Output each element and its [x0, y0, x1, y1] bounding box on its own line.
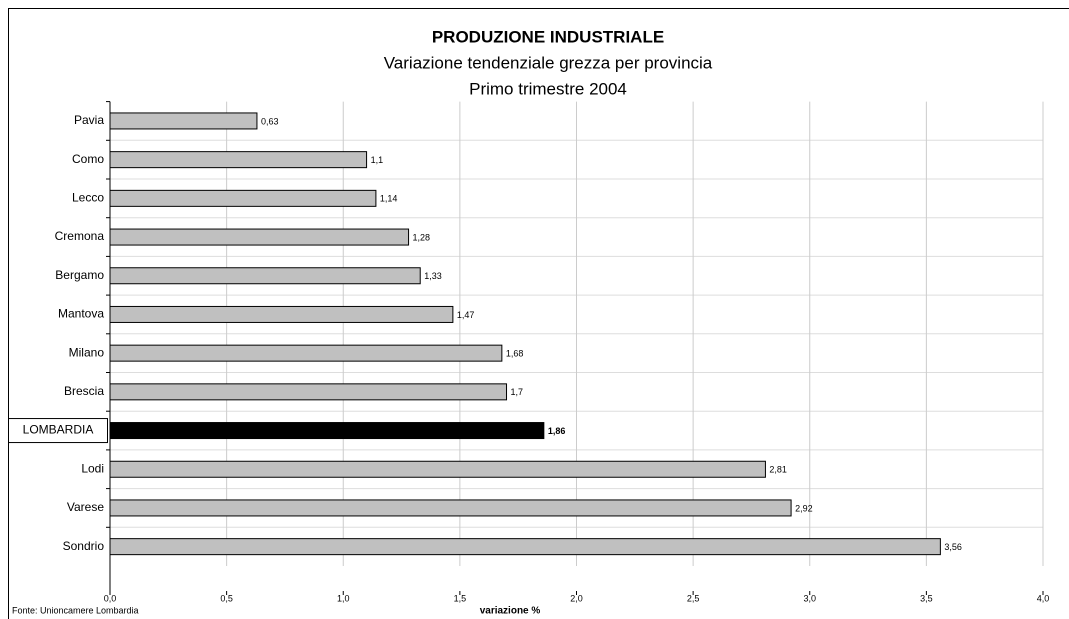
y-tick-label: Pavia [74, 113, 104, 127]
x-tick-label: 2,5 [687, 593, 700, 603]
chart-frame [8, 8, 1069, 619]
value-label: 1,86 [548, 426, 566, 436]
value-label: 2,92 [795, 503, 813, 513]
x-tick-label: 4,0 [1037, 593, 1050, 603]
bar [109, 499, 792, 517]
x-tick-label: 0,0 [104, 593, 117, 603]
bar [109, 305, 454, 323]
value-label: 1,47 [457, 310, 475, 320]
x-tick-label: 2,0 [570, 593, 583, 603]
y-tick-label: Cremona [55, 229, 105, 243]
value-label: 1,28 [413, 232, 431, 242]
value-label: 1,14 [380, 194, 398, 204]
value-label: 2,81 [769, 465, 787, 475]
x-tick-label: 3,5 [920, 593, 933, 603]
x-tick-label: 1,5 [454, 593, 467, 603]
y-tick-label: LOMBARDIA [23, 423, 94, 437]
y-tick-label: Sondrio [63, 539, 105, 553]
x-tick-label: 1,0 [337, 593, 350, 603]
x-tick-label: 3,0 [803, 593, 816, 603]
value-label: 1,7 [511, 387, 524, 397]
chart-title: PRODUZIONE INDUSTRIALE [432, 27, 664, 46]
chart-subtitle: Variazione tendenziale grezza per provin… [384, 53, 713, 72]
chart-subtitle: Primo trimestre 2004 [469, 79, 627, 98]
value-label: 3,56 [944, 542, 962, 552]
bar [109, 112, 258, 130]
y-tick-label: Brescia [64, 384, 104, 398]
bar [109, 189, 377, 207]
x-axis-label: variazione % [480, 606, 541, 617]
bar [109, 228, 410, 246]
bar [109, 267, 421, 285]
y-tick-label: Como [72, 152, 104, 166]
value-label: 1,68 [506, 349, 524, 359]
x-tick-label: 0,5 [220, 593, 233, 603]
category-box [8, 418, 108, 444]
y-tick-label: Mantova [58, 307, 104, 321]
y-tick-label: Milano [69, 345, 105, 359]
bar [109, 383, 508, 401]
source-note: Fonte: Unioncamere Lombardia [12, 605, 139, 615]
y-tick-label: Lecco [72, 191, 104, 205]
bar [109, 422, 545, 440]
bar [109, 460, 766, 478]
y-tick-label: Bergamo [55, 268, 104, 282]
value-label: 1,33 [424, 271, 442, 281]
value-label: 1,1 [371, 155, 384, 165]
bar [109, 151, 368, 169]
value-label: 0,63 [261, 116, 279, 126]
y-tick-label: Lodi [81, 461, 104, 475]
bar [109, 538, 941, 556]
y-tick-label: Varese [67, 500, 104, 514]
bar [109, 344, 503, 362]
